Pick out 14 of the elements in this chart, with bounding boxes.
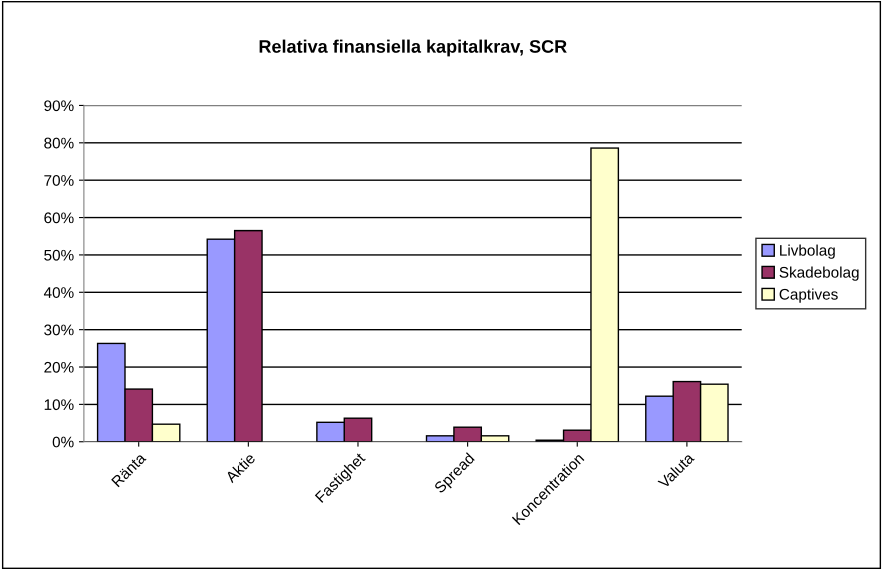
y-tick-label: 30% xyxy=(44,324,74,336)
y-tick-label: 40% xyxy=(44,287,74,298)
y-tick-label: 80% xyxy=(44,138,74,149)
y-tick-label: 20% xyxy=(44,362,74,373)
legend-label: Skadebolag xyxy=(780,266,859,281)
y-tick-label: 70% xyxy=(44,175,74,186)
legend-label: Captives xyxy=(780,288,838,303)
chart-title: Relativa finansiella kapitalkrav, SCR xyxy=(260,40,567,56)
y-tick-label: 50% xyxy=(44,250,74,261)
y-tick-label: 60% xyxy=(44,212,74,224)
y-tick-label: 0% xyxy=(52,436,74,448)
y-tick-label: 90% xyxy=(44,100,74,112)
legend-label: Livbolag xyxy=(780,244,835,259)
y-tick-label: 10% xyxy=(44,399,74,410)
